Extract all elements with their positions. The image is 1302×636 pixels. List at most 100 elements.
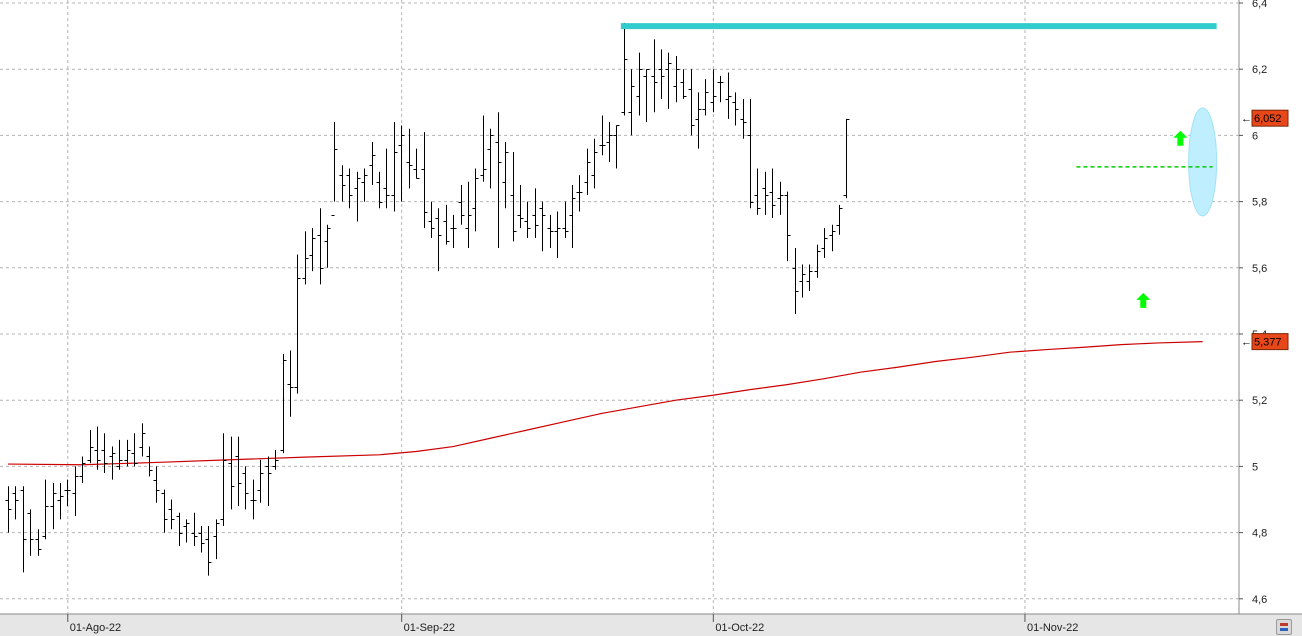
ohlc-bar <box>35 529 42 556</box>
ohlc-bar <box>242 466 249 510</box>
ohlc-bar <box>450 214 457 248</box>
ohlc-bar <box>139 423 146 457</box>
ohlc-bar <box>480 115 487 182</box>
x-tick-label: 01-Nov-22 <box>1027 622 1078 634</box>
ohlc-bar <box>458 185 465 225</box>
ohlc-bar <box>680 69 687 99</box>
ohlc-bar <box>754 168 761 215</box>
ohlc-bar <box>702 79 709 116</box>
ohlc-bar <box>398 125 405 202</box>
ohlc-bar <box>502 142 509 209</box>
ohlc-bar <box>50 482 57 530</box>
ohlc-bar <box>599 115 606 156</box>
ohlc-bar <box>710 69 717 113</box>
ohlc-bar <box>421 132 428 229</box>
ohlc-bar <box>725 72 732 119</box>
x-tick-label: 01-Oct-22 <box>715 622 764 634</box>
x-tick-label: 01-Sep-22 <box>404 622 455 634</box>
ohlc-bar <box>27 509 34 556</box>
ohlc-bar <box>524 201 531 239</box>
ohlc-bar <box>628 69 635 136</box>
ohlc-bar <box>732 92 739 126</box>
ohlc-bar <box>280 353 287 454</box>
ohlc-bar <box>740 98 747 139</box>
chart-settings-icon[interactable] <box>1276 619 1292 635</box>
ohlc-bar <box>250 479 257 520</box>
ohlc-bar <box>220 433 227 526</box>
ohlc-bar <box>539 201 546 252</box>
ohlc-bar <box>658 49 665 99</box>
ohlc-bar <box>465 181 472 248</box>
ohlc-bar <box>569 185 576 248</box>
ohlc-bar <box>369 142 376 186</box>
up-arrow-icon <box>1136 292 1151 308</box>
ohlc-bar <box>769 168 776 219</box>
ohlc-bar <box>302 231 309 285</box>
ohlc-bar <box>354 171 361 222</box>
moving-average-line <box>7 341 1203 466</box>
ohlc-bar <box>406 128 413 189</box>
ohlc-bar <box>131 433 138 467</box>
ohlc-bar <box>272 449 279 470</box>
ohlc-bar <box>695 92 702 149</box>
ohlc-bar <box>576 175 583 212</box>
y-tick-label: 6,4 <box>1252 0 1267 10</box>
ohlc-bar <box>651 39 658 113</box>
ohlc-bar <box>784 191 791 262</box>
ohlc-bar <box>836 204 843 235</box>
ohlc-bar <box>235 436 242 507</box>
ohlc-bar <box>762 171 769 215</box>
price-tag-pointer: ← <box>1241 337 1252 349</box>
y-tick-label: 5,8 <box>1252 197 1267 209</box>
ohlc-bar <box>94 426 101 470</box>
ohlc-bar <box>317 208 324 285</box>
ohlc-bar <box>72 466 79 517</box>
ohlc-bar <box>554 211 561 258</box>
y-tick-label: 4,8 <box>1252 528 1267 540</box>
ohlc-bar <box>606 122 613 162</box>
ohlc-bar <box>495 112 502 248</box>
ohlc-bar <box>613 125 620 169</box>
ohlc-bar <box>843 118 850 199</box>
ohlc-bar <box>829 224 836 252</box>
ohlc-bar <box>814 244 821 278</box>
ohlc-bar <box>228 436 235 510</box>
ohlc-bar <box>339 165 346 202</box>
ohlc-bar <box>346 168 353 209</box>
ohlc-bar <box>383 148 390 209</box>
ohlc-bar <box>391 122 398 212</box>
ohlc-bar <box>591 138 598 189</box>
ohlc-bar <box>146 446 153 477</box>
ohlc-bar <box>636 52 643 116</box>
price-tag-box <box>1251 333 1289 351</box>
ohlc-bar <box>472 168 479 232</box>
ohlc-bar <box>176 512 183 546</box>
ohlc-bar <box>443 204 450 245</box>
ohlc-bar <box>562 201 569 239</box>
ohlc-bar <box>5 486 12 533</box>
ohlc-bar <box>621 22 628 116</box>
ohlc-bar <box>428 201 435 239</box>
ohlc-bar <box>20 486 27 573</box>
y-tick-label: 6 <box>1252 130 1258 142</box>
x-tick-label: 01-Ago-22 <box>70 622 121 634</box>
ohlc-bar <box>331 122 338 216</box>
ohlc-bar <box>183 519 190 543</box>
ohlc-bar <box>510 151 517 242</box>
ohlc-bar <box>205 525 212 576</box>
ohlc-bar <box>376 171 383 209</box>
ohlc-bar <box>42 479 49 540</box>
ohlc-bar <box>487 128 494 189</box>
ohlc-bar <box>665 52 672 109</box>
ohlc-bar <box>124 439 131 467</box>
ohlc-bar <box>747 98 754 209</box>
ohlc-bar <box>198 525 205 553</box>
ohlc-bar <box>517 185 524 229</box>
ohlc-bar <box>87 429 94 464</box>
y-tick-label: 6,2 <box>1252 64 1267 76</box>
ohlc-bar <box>361 168 368 202</box>
highlight-ellipse <box>1188 107 1218 217</box>
